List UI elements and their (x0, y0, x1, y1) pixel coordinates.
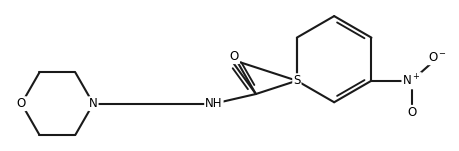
Text: O$^-$: O$^-$ (428, 51, 447, 64)
Text: S: S (293, 74, 301, 87)
Text: O: O (230, 50, 239, 63)
Text: O: O (17, 97, 26, 110)
Text: N: N (89, 97, 98, 110)
Text: N$^+$: N$^+$ (403, 73, 421, 88)
Text: O: O (407, 106, 416, 119)
Text: NH: NH (205, 97, 223, 110)
